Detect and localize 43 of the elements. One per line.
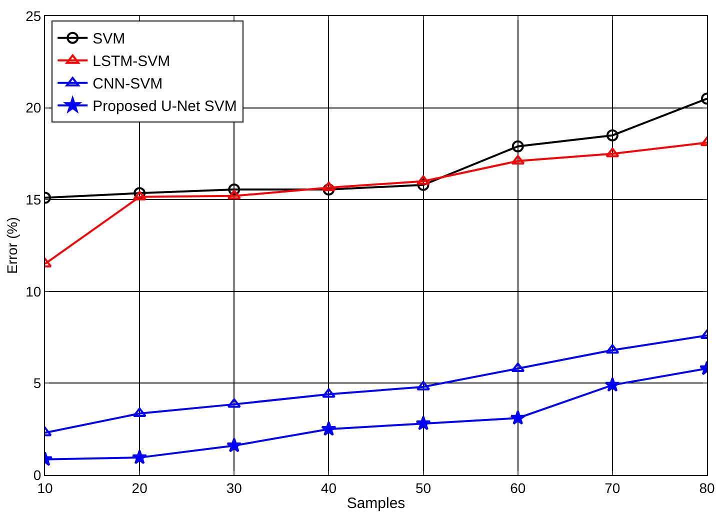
point	[416, 175, 430, 185]
legend-label: LSTM-SVM	[92, 53, 170, 70]
y-tick-label: 5	[33, 375, 42, 392]
point	[227, 190, 241, 200]
y-tick-label: 10	[26, 283, 42, 300]
y-tick-label: 15	[26, 192, 42, 208]
point	[322, 182, 336, 192]
point	[416, 380, 430, 390]
point	[606, 148, 620, 158]
point	[228, 184, 240, 196]
x-tick-label: 60	[510, 480, 526, 496]
point	[512, 140, 524, 152]
x-tick-label: 40	[320, 480, 337, 496]
y-axis-title: Error (%)	[4, 217, 20, 274]
point	[322, 184, 335, 196]
y-tick-label: 20	[26, 100, 42, 116]
point	[134, 187, 146, 200]
legend-label: SVM	[92, 30, 126, 48]
point	[510, 410, 526, 425]
point	[511, 155, 525, 165]
point	[417, 178, 430, 191]
point	[132, 450, 148, 464]
x-tick-label: 50	[416, 480, 432, 496]
point	[606, 344, 620, 354]
point	[132, 190, 146, 200]
legend-label: Proposed U-Net SVM	[92, 98, 237, 116]
legend-label: CNN-SVM	[92, 76, 163, 93]
point	[416, 416, 431, 430]
point	[606, 129, 618, 142]
x-tick-label: 20	[132, 480, 148, 496]
point	[227, 398, 241, 408]
point	[511, 362, 525, 372]
x-tick-label: 30	[226, 480, 242, 496]
point	[321, 421, 336, 436]
x-axis-title: Samples	[346, 494, 406, 512]
point	[604, 377, 620, 392]
point	[226, 438, 242, 452]
point	[132, 407, 146, 417]
y-tick-label: 25	[26, 8, 42, 24]
point	[322, 388, 336, 398]
y-tick-label: 0	[33, 466, 42, 483]
x-tick-label: 80	[699, 480, 715, 496]
x-tick-label: 70	[604, 480, 620, 496]
